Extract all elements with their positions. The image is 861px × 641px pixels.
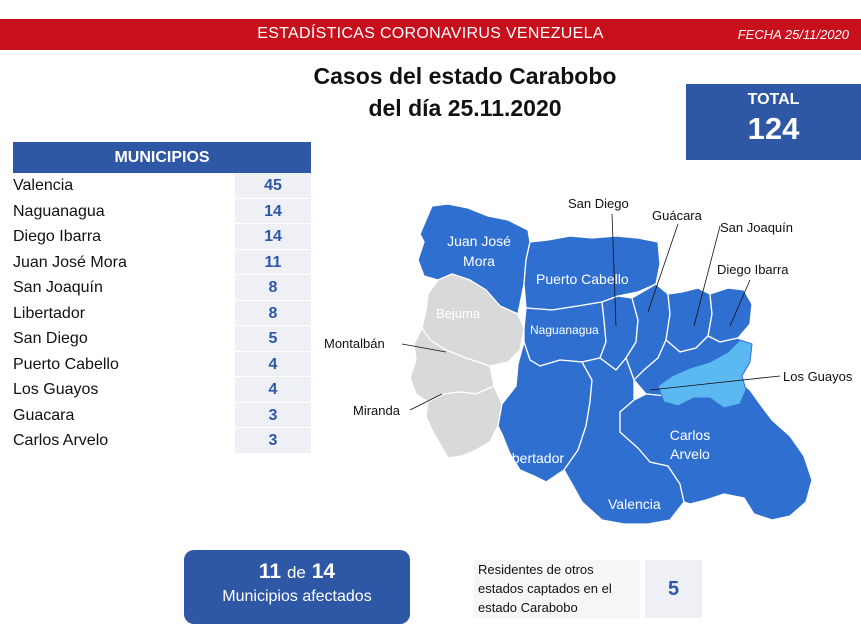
map-label-diego-ibarra: Diego Ibarra (717, 262, 789, 277)
total-label: TOTAL (747, 91, 800, 108)
table-row: San Joaquín 8 (13, 275, 311, 301)
municipio-value: 14 (235, 198, 311, 224)
total-box: TOTAL 124 (686, 84, 861, 160)
municipio-value: 11 (235, 249, 311, 275)
leader-guacara (647, 223, 679, 313)
leader-montalban (401, 343, 447, 353)
municipio-value: 3 (235, 428, 311, 454)
municipio-value: 5 (235, 326, 311, 352)
map-label-juan-jose-mora-line2: Mora (463, 253, 495, 269)
table-row: Carlos Arvelo 3 (13, 428, 311, 454)
map-region-diego-ibarra (707, 287, 753, 343)
municipio-name: Puerto Cabello (13, 355, 119, 373)
table-row: Puerto Cabello 4 (13, 351, 311, 377)
map-label-los-guayos: Los Guayos (783, 369, 853, 384)
table-row: Los Guayos 4 (13, 377, 311, 403)
residents-value: 5 (645, 560, 702, 618)
affected-count: 11 (258, 560, 282, 583)
map-label-carlos-arvelo-line2: Arvelo (670, 446, 710, 462)
municipio-value: 8 (235, 300, 311, 326)
page-title: Casos del estado Carabobo del día 25.11.… (260, 60, 670, 124)
municipio-name: Diego Ibarra (13, 228, 102, 245)
map-label-libertador: Libertador (501, 450, 565, 466)
table-row: Guacara 3 (13, 402, 311, 428)
municipio-name: San Joaquín (13, 279, 103, 296)
affected-of: de (286, 563, 306, 582)
total-value: 124 (747, 111, 800, 146)
map-region-puerto-cabello (523, 235, 661, 311)
map-region-miranda (425, 385, 503, 459)
header-title: ESTADÍSTICAS CORONAVIRUS VENEZUELA (257, 25, 604, 42)
residents-box: Residentes de otros estados captados en … (474, 560, 702, 618)
municipio-value: 4 (235, 377, 311, 403)
map-label-montalban: Montalbán (324, 336, 385, 351)
map-label-san-diego: San Diego (568, 196, 629, 211)
residents-text-line3: estado Carabobo (478, 600, 578, 615)
map-label-valencia: Valencia (608, 496, 661, 512)
table-row: Valencia 45 (13, 173, 311, 199)
map-label-carlos-arvelo-line1: Carlos (669, 427, 711, 443)
table-row: Naguanagua 14 (13, 198, 311, 224)
affected-total: 14 (311, 560, 336, 583)
municipio-name: Juan José Mora (13, 253, 127, 271)
residents-text-line1: Residentes de otros (478, 562, 594, 577)
header-date: FECHA 25/11/2020 (737, 27, 849, 42)
municipio-value: 3 (235, 402, 311, 428)
table-row: Diego Ibarra 14 (13, 224, 311, 250)
map-region-libertador (497, 341, 593, 483)
residents-text-line2: estados captados en el (478, 581, 612, 596)
municipio-value: 8 (235, 275, 311, 301)
table-row: Juan José Mora 11 (13, 249, 311, 275)
affected-municipalities-box: 11 de 14 Municipios afectados (184, 550, 410, 624)
map-label-san-joaquin: San Joaquín (720, 220, 794, 235)
map-label-juan-jose-mora: Juan José Mora (434, 231, 524, 271)
map-label-miranda: Miranda (353, 403, 400, 418)
municipio-name: Los Guayos (13, 381, 99, 398)
table-row: Libertador 8 (13, 300, 311, 326)
residents-text: Residentes de otros estados captados en … (474, 560, 640, 618)
leader-miranda (409, 393, 443, 411)
municipios-header: MUNICIPIOS (13, 142, 311, 173)
leader-san-diego (611, 213, 617, 327)
carabobo-map (401, 203, 813, 525)
affected-label: Municipios afectados (222, 588, 372, 605)
map-lake-valencia (657, 339, 753, 409)
table-row: San Diego 5 (13, 326, 311, 352)
leader-diego-ibarra (729, 279, 751, 327)
map-region-bejuma (421, 273, 525, 367)
municipio-name: Naguanagua (13, 202, 105, 220)
municipio-name: Valencia (13, 177, 74, 194)
leader-los-guayos (649, 375, 781, 391)
municipios-table: MUNICIPIOS Valencia 45 Naguanagua 14 Die… (13, 142, 311, 454)
page-title-line2: del día 25.11.2020 (368, 95, 562, 121)
affected-count-line: 11 de 14 (184, 560, 410, 584)
leader-san-joaquin (693, 225, 721, 327)
map-label-carlos-arvelo: Carlos Arvelo (660, 426, 720, 464)
header-bar: ESTADÍSTICAS CORONAVIRUS VENEZUELA FECHA… (0, 19, 861, 50)
municipio-value: 4 (235, 351, 311, 377)
map-label-puerto-cabello: Puerto Cabello (536, 271, 629, 287)
municipio-name: Carlos Arvelo (13, 432, 109, 449)
map-label-bejuma: Bejuma (436, 306, 481, 321)
map-label-guacara: Guácara (652, 208, 702, 223)
map-label-naguanagua: Naguanagua (530, 323, 599, 337)
municipio-value: 14 (235, 224, 311, 250)
municipio-value: 45 (235, 173, 311, 199)
municipio-name: Guacara (13, 406, 75, 424)
page-title-line1: Casos del estado Carabobo (313, 63, 617, 89)
municipio-name: Libertador (13, 304, 86, 322)
map-label-juan-jose-mora-line1: Juan José (447, 233, 511, 249)
municipio-name: San Diego (13, 330, 88, 347)
